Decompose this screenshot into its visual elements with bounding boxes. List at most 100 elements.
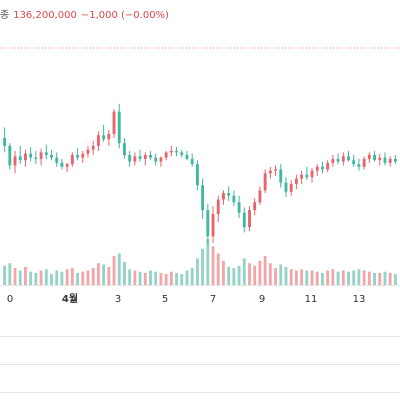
volume-bar (65, 269, 69, 285)
volume-bar (117, 253, 121, 285)
candle-body (169, 151, 173, 153)
volume-bar (123, 262, 126, 285)
volume-bar (341, 270, 345, 285)
candle-body (128, 154, 132, 162)
volume-bar (128, 269, 132, 285)
candle-body (159, 157, 163, 162)
volume-bar (96, 263, 100, 285)
volume-bar (315, 271, 319, 285)
candle-body (180, 152, 184, 155)
volume-bar (336, 271, 340, 285)
candle-body (44, 152, 48, 155)
x-tick-label: 4월 (62, 293, 78, 305)
candle-body (91, 145, 95, 150)
candle-body (195, 164, 199, 186)
volume-bar (39, 270, 43, 285)
candle-body (347, 156, 350, 161)
candle-body (206, 210, 210, 237)
candle-body (227, 193, 231, 196)
volume-bar (326, 270, 330, 285)
candle-body (279, 169, 283, 183)
volume-bar (274, 268, 277, 285)
candle-body (274, 169, 277, 171)
candle-body (55, 157, 59, 163)
candle-body (373, 154, 376, 161)
volume-bar (159, 272, 163, 285)
volume-bar (378, 272, 382, 285)
candle-body (258, 190, 262, 203)
price-change: −1,000 (−0.00%) (80, 10, 169, 21)
candle-body (149, 154, 152, 158)
candle-body (352, 160, 356, 165)
candle-body (39, 152, 43, 159)
x-tick-label: 11 (305, 294, 318, 305)
candle-body (388, 158, 392, 163)
volume-bar (362, 270, 366, 285)
volume-bar (305, 270, 309, 285)
candle-body (341, 156, 345, 162)
candle-body (367, 154, 371, 159)
candle-body (248, 210, 251, 228)
volume-bar (211, 246, 215, 285)
candle-body (185, 154, 189, 159)
volume-bar (300, 269, 304, 285)
candle-body (50, 154, 53, 158)
volume-bar (169, 271, 173, 285)
volume-bar (34, 272, 38, 285)
volume-bar (310, 270, 314, 285)
volume-bar (175, 272, 178, 285)
candle-body (222, 193, 225, 200)
current-price: 136,200,000 (13, 10, 77, 21)
candle-body (34, 157, 38, 159)
volume-bar (60, 271, 64, 285)
volume-bar (248, 263, 251, 285)
x-tick-label: 0 (7, 294, 13, 305)
candle-body (123, 143, 126, 155)
volume-bar (70, 268, 74, 285)
volume-bar (232, 268, 236, 285)
candle-body (154, 157, 158, 162)
candle-body (211, 214, 215, 237)
volume-bar (29, 271, 33, 285)
candle-body (65, 164, 69, 167)
candle-body (8, 145, 12, 166)
price-header: 종 136,200,000 −1,000 (−0.00%) (0, 7, 169, 25)
volume-bar (258, 260, 262, 285)
candle-body (305, 174, 309, 178)
volume-bar (253, 265, 257, 285)
volume-bar (86, 270, 90, 285)
candle-body (81, 153, 85, 158)
candle-body (294, 178, 298, 184)
volume-bar (55, 270, 59, 285)
volume-bar (388, 272, 392, 285)
candle-body (13, 156, 17, 166)
volume-bar (289, 269, 293, 285)
volume-bar (102, 264, 106, 285)
volume-bar (242, 258, 246, 285)
candle-body (76, 154, 79, 158)
candle-body (232, 195, 236, 203)
x-tick-label: 7 (210, 294, 216, 305)
candle-body (315, 166, 319, 171)
x-tick-label: 13 (353, 294, 366, 305)
candle-body (117, 111, 121, 144)
volume-bar (8, 263, 12, 285)
volume-bar (347, 271, 350, 285)
volume-bar (149, 270, 152, 285)
volume-bar (13, 268, 17, 285)
candle-body (362, 158, 366, 167)
volume-bar (138, 271, 142, 285)
candle-body (24, 153, 27, 161)
x-tick-label: 9 (259, 294, 265, 305)
candle-body (383, 157, 387, 163)
candle-body (164, 152, 168, 158)
candle-body (112, 111, 116, 134)
symbol-label: 종 (0, 10, 10, 21)
volume-bar (112, 255, 116, 285)
candle-body (29, 153, 33, 158)
volume-bar (216, 253, 220, 285)
candle-body (102, 135, 106, 140)
candle-body (143, 154, 147, 159)
volume-bar (107, 266, 111, 285)
